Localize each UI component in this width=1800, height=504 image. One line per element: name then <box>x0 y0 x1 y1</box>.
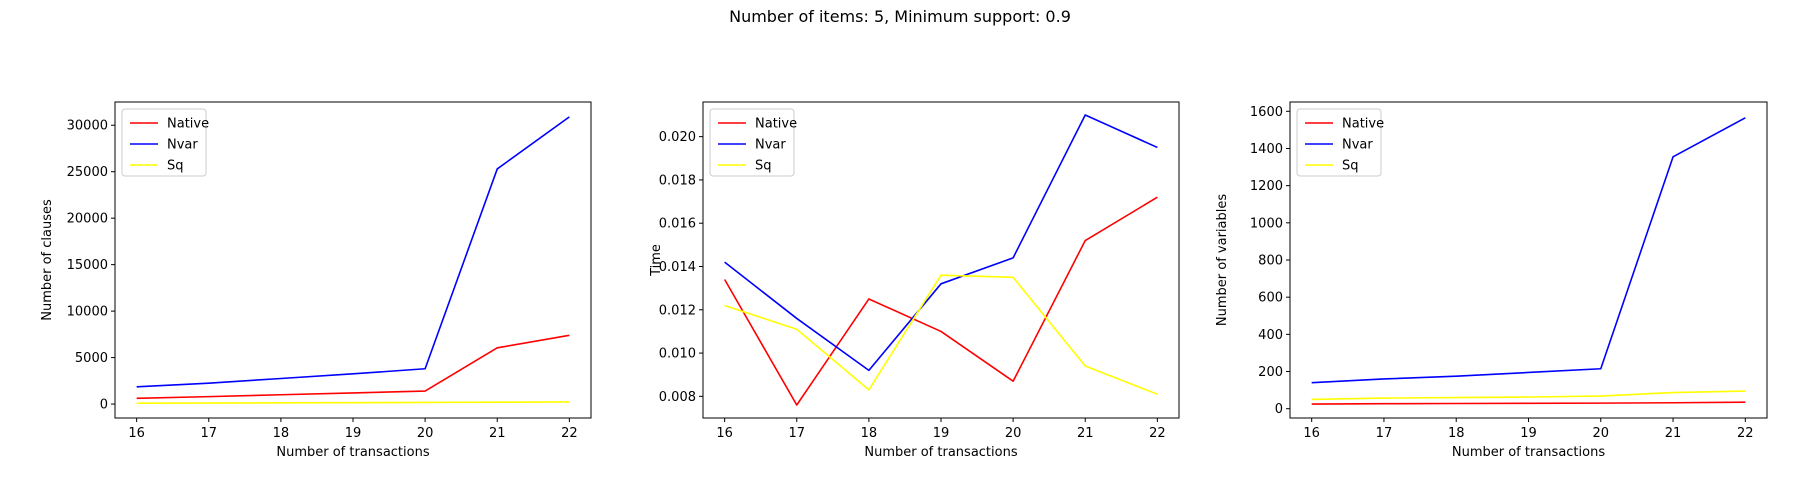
y-tick-label: 15000 <box>67 258 108 273</box>
x-tick-label: 21 <box>1077 426 1094 441</box>
y-tick-label: 1000 <box>1250 216 1283 231</box>
y-axis-label: Time <box>649 244 664 277</box>
y-axis-label: Number of variables <box>1215 194 1230 326</box>
y-tick-label: 1200 <box>1250 179 1283 194</box>
x-tick-label: 16 <box>716 426 733 441</box>
x-tick-label: 22 <box>1149 426 1166 441</box>
x-tick-label: 19 <box>1520 426 1537 441</box>
legend-box <box>121 108 207 177</box>
series-line-native <box>136 334 570 400</box>
series-line-sq <box>136 401 570 405</box>
series-line-nvar <box>1311 117 1746 384</box>
series-line-native <box>1311 401 1746 405</box>
series-line-sq <box>724 274 1158 395</box>
chart-panel-3: 16 17 18 19 20 21 22 0 200 400 600 800 1000 1200 1400 1… <box>1215 101 1768 460</box>
legend-label-sq: Sq <box>1342 159 1359 174</box>
chart-panel-2: 16 17 18 19 20 21 22 0.008 0.010 0.012 0.014 0.016 0… <box>649 101 1180 460</box>
y-tick-label: 0.018 <box>659 173 696 188</box>
y-tick-label: 0.020 <box>659 130 696 145</box>
legend-label-sq: Sq <box>167 159 184 174</box>
y-tick-label: 1400 <box>1250 142 1283 157</box>
legend-box <box>709 108 795 177</box>
x-tick-label: 21 <box>1665 426 1682 441</box>
y-axis-label: Number of clauses <box>40 199 55 321</box>
y-tick-label: 400 <box>1258 328 1283 343</box>
y-tick-label: 0 <box>100 398 108 413</box>
y-tick-label: 20000 <box>67 212 108 227</box>
x-axis-label: Number of transactions <box>276 445 429 460</box>
y-tick-label: 5000 <box>75 351 108 366</box>
legend: Native Nvar Sq <box>709 108 797 177</box>
y-tick-label: 25000 <box>67 165 108 180</box>
series-line-nvar <box>724 114 1158 372</box>
x-tick-label: 18 <box>273 426 290 441</box>
x-tick-label: 20 <box>1592 426 1609 441</box>
series-line-native <box>723 196 1158 406</box>
y-tick-label: 30000 <box>67 119 108 134</box>
y-tick-label: 0.016 <box>659 217 696 232</box>
legend-label-nvar: Nvar <box>167 138 198 153</box>
y-tick-label: 0.012 <box>659 303 696 318</box>
legend-label-native: Native <box>167 117 209 132</box>
y-tick-label: 0.014 <box>659 260 696 275</box>
x-tick-label: 17 <box>200 426 217 441</box>
legend: Native Nvar Sq <box>1296 108 1384 177</box>
x-tick-label: 21 <box>489 426 506 441</box>
legend-label-nvar: Nvar <box>755 138 786 153</box>
x-tick-label: 17 <box>788 426 805 441</box>
x-tick-label: 17 <box>1376 426 1393 441</box>
series-line-sq <box>1311 390 1746 401</box>
legend-label-native: Native <box>1342 117 1384 132</box>
x-tick-label: 20 <box>417 426 434 441</box>
series-line-nvar <box>136 116 570 388</box>
legend-box <box>1296 108 1382 177</box>
y-tick-label: 600 <box>1258 291 1283 306</box>
legend-label-sq: Sq <box>755 159 772 174</box>
x-tick-label: 18 <box>861 426 878 441</box>
y-tick-label: 0 <box>1275 402 1283 417</box>
x-tick-label: 18 <box>1448 426 1465 441</box>
x-tick-label: 20 <box>1005 426 1022 441</box>
x-tick-label: 22 <box>561 426 578 441</box>
legend: Native Nvar Sq <box>121 108 209 177</box>
x-tick-label: 16 <box>128 426 145 441</box>
y-tick-label: 1600 <box>1250 105 1283 120</box>
y-tick-label: 10000 <box>67 305 108 320</box>
x-tick-label: 19 <box>933 426 950 441</box>
x-tick-label: 22 <box>1737 426 1754 441</box>
y-tick-label: 0.008 <box>659 390 696 405</box>
x-axis-label: Number of transactions <box>1452 445 1605 460</box>
x-axis-label: Number of transactions <box>864 445 1017 460</box>
x-tick-label: 16 <box>1303 426 1320 441</box>
y-tick-label: 0.010 <box>659 347 696 362</box>
figure-suptitle: Number of items: 5, Minimum support: 0.9 <box>729 7 1071 26</box>
chart-panel-1: 16 17 18 19 20 21 22 0 5000 10000 15000 20000 25000 3… <box>40 101 592 460</box>
y-tick-label: 200 <box>1258 365 1283 380</box>
y-tick-label: 800 <box>1258 254 1283 269</box>
x-tick-label: 19 <box>345 426 362 441</box>
legend-label-native: Native <box>755 117 797 132</box>
legend-label-nvar: Nvar <box>1342 138 1373 153</box>
